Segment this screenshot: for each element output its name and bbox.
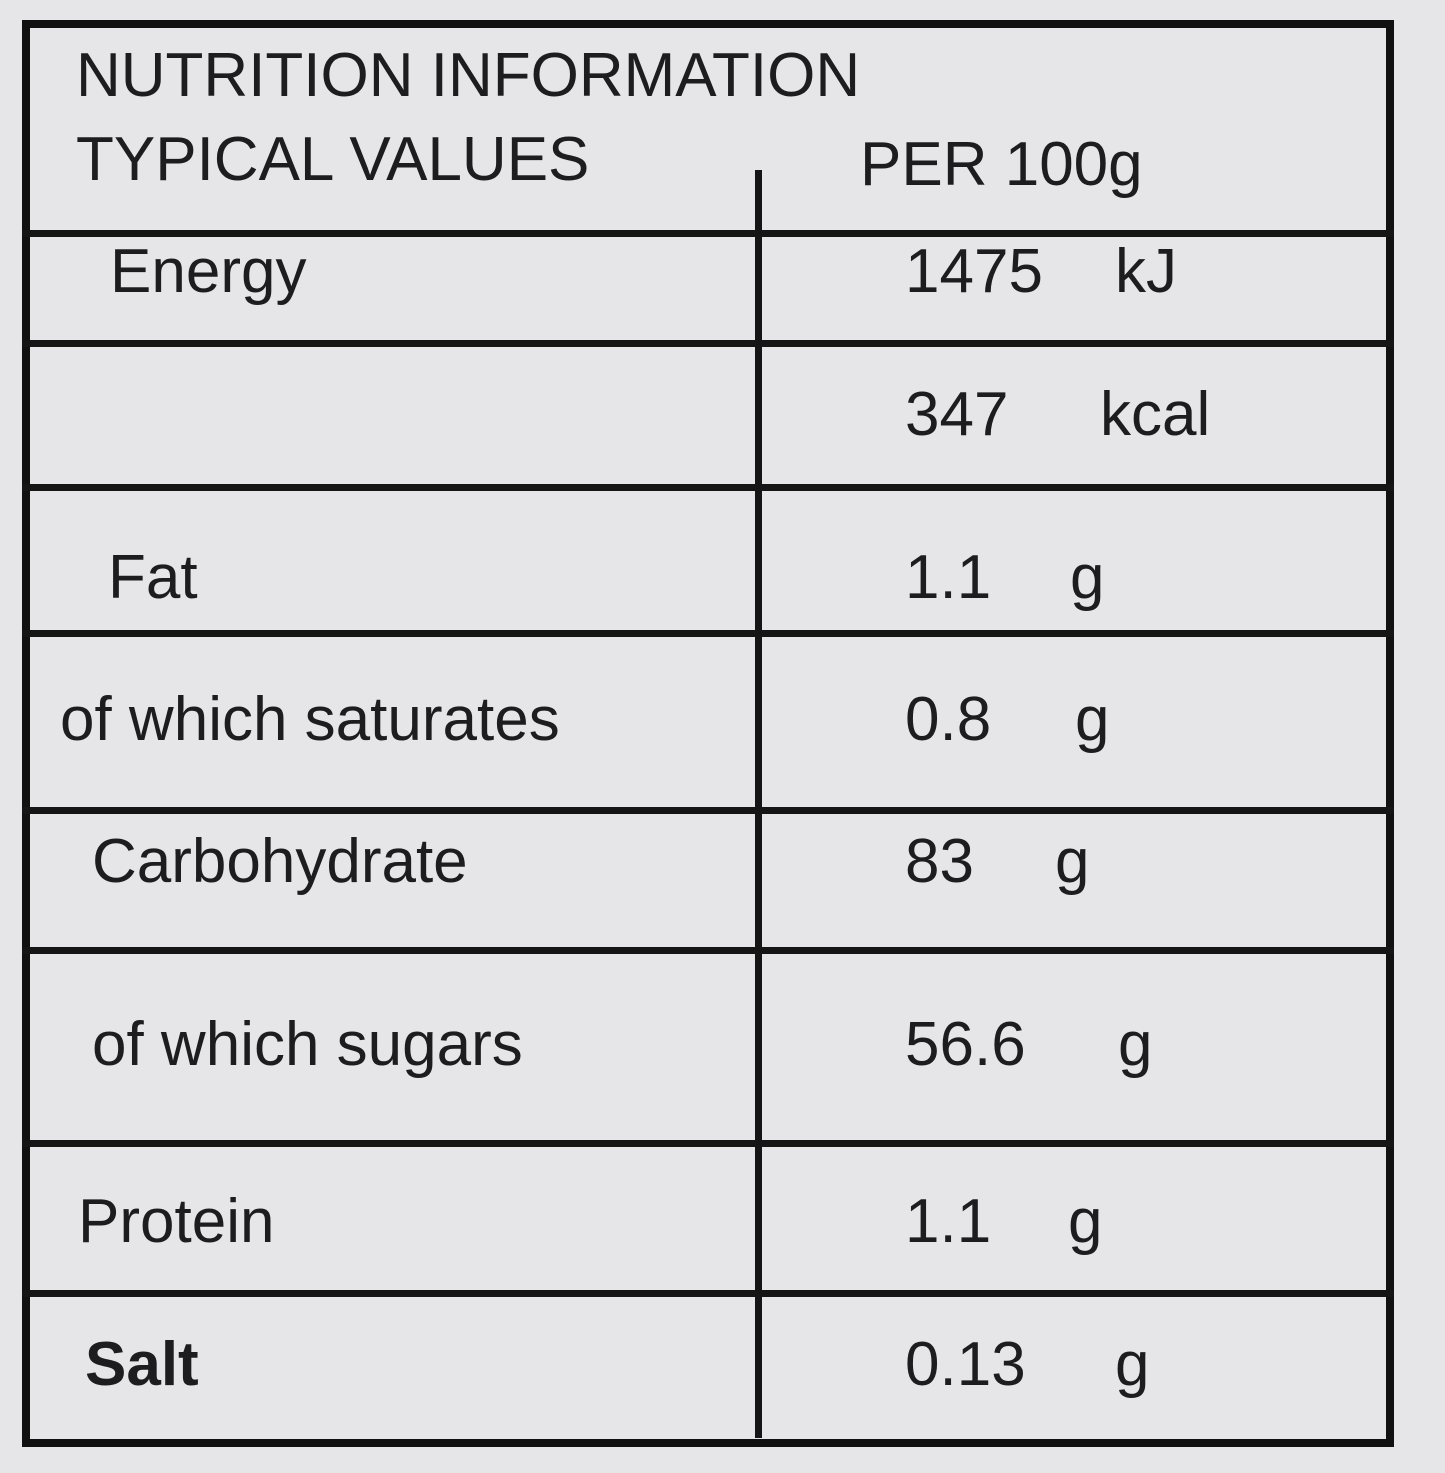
nutrient-value: 1475	[905, 237, 1043, 306]
header-left: TYPICAL VALUES	[76, 125, 590, 194]
row-divider	[22, 630, 1394, 637]
nutrient-label: Salt	[85, 1330, 199, 1399]
row-divider	[22, 947, 1394, 954]
nutrient-unit: g	[1075, 685, 1110, 754]
nutrient-value: 347	[905, 380, 1009, 449]
nutrient-value: 56.6	[905, 1010, 1026, 1079]
table-border	[22, 20, 1394, 1447]
nutrient-value: 0.8	[905, 685, 992, 754]
nutrient-label: of which saturates	[60, 685, 560, 754]
nutrient-label: Carbohydrate	[92, 827, 468, 896]
nutrient-value: 0.13	[905, 1330, 1026, 1399]
row-divider	[22, 807, 1394, 814]
nutrient-label: of which sugars	[92, 1010, 523, 1079]
title: NUTRITION INFORMATION	[76, 41, 861, 110]
nutrient-value: 1.1	[905, 1187, 992, 1256]
row-divider	[22, 1290, 1394, 1297]
nutrient-label: Protein	[78, 1187, 275, 1256]
column-divider	[755, 170, 762, 1438]
nutrient-unit: g	[1055, 827, 1090, 896]
nutrient-label: Energy	[110, 237, 307, 306]
nutrient-unit: g	[1118, 1010, 1153, 1079]
nutrient-unit: g	[1070, 543, 1105, 612]
nutrient-label: Fat	[108, 543, 198, 612]
nutrient-unit: g	[1068, 1187, 1103, 1256]
header-right: PER 100g	[860, 130, 1143, 199]
nutrient-value: 83	[905, 827, 974, 896]
nutrient-unit: g	[1115, 1330, 1150, 1399]
row-divider	[22, 1140, 1394, 1147]
nutrient-unit: kJ	[1115, 237, 1177, 306]
nutrient-value: 1.1	[905, 543, 992, 612]
row-divider	[22, 340, 1394, 347]
nutrient-unit: kcal	[1100, 380, 1211, 449]
row-divider	[22, 484, 1394, 491]
row-divider	[22, 230, 1394, 237]
